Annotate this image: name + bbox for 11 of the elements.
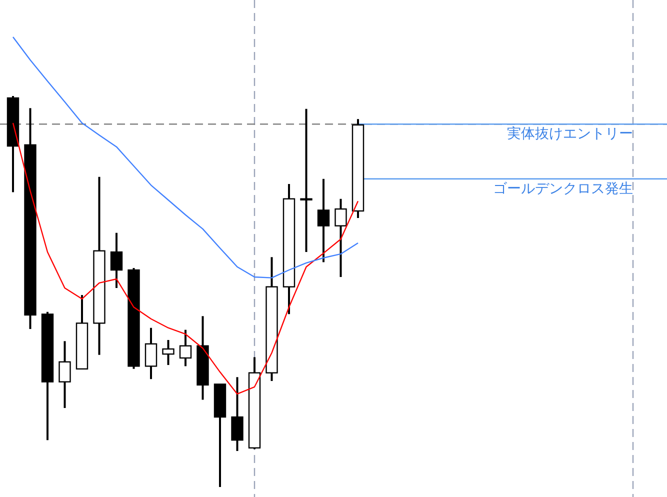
ref-line-label: 実体抜けエントリー <box>507 126 633 142</box>
candlestick <box>179 328 192 368</box>
candlestick <box>300 108 312 254</box>
candlestick <box>110 232 123 289</box>
candlestick <box>334 198 347 278</box>
candlestick <box>231 376 244 452</box>
ref-line-label: ゴールデンクロス発生 <box>493 180 633 197</box>
candlestick <box>58 340 71 410</box>
candlestick <box>317 178 330 264</box>
candlestick <box>144 326 158 380</box>
candlestick <box>162 338 174 366</box>
